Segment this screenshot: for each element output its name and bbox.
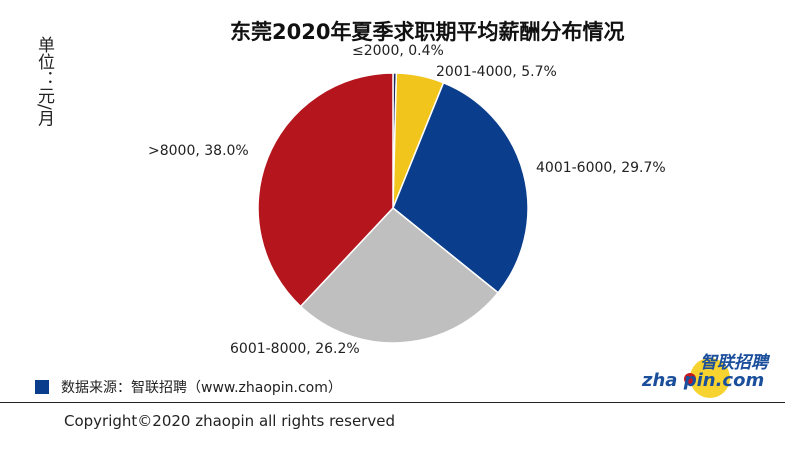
zhaopin-logo: 智联招聘 zha pin.com: [641, 353, 771, 398]
svg-text:智联招聘: 智联招聘: [700, 353, 771, 373]
copyright: Copyright©2020 zhaopin all rights reserv…: [64, 412, 395, 430]
slice-label: ≤2000, 0.4%: [352, 43, 444, 59]
slice-label: 6001-8000, 26.2%: [230, 341, 360, 357]
source-legend: 数据来源：智联招聘（www.zhaopin.com）: [35, 377, 342, 397]
pie-slice-6001-8000: [299, 206, 500, 344]
source-text: 数据来源：智联招聘（www.zhaopin.com）: [61, 380, 342, 396]
unit-label: 单位：元/月: [34, 36, 54, 127]
pie-slice->8000: [257, 72, 394, 308]
slice-label: 4001-6000, 29.7%: [536, 160, 666, 176]
slice-label: >8000, 38.0%: [148, 143, 249, 159]
chart-title: 东莞2020年夏季求职期平均薪酬分布情况: [230, 20, 625, 44]
legend-swatch: [35, 380, 49, 394]
slice-label: 2001-4000, 5.7%: [436, 64, 557, 80]
pie-slice-4001-6000: [392, 81, 529, 294]
svg-text:zha pin.com: zha pin.com: [641, 370, 764, 391]
divider: [0, 402, 785, 403]
